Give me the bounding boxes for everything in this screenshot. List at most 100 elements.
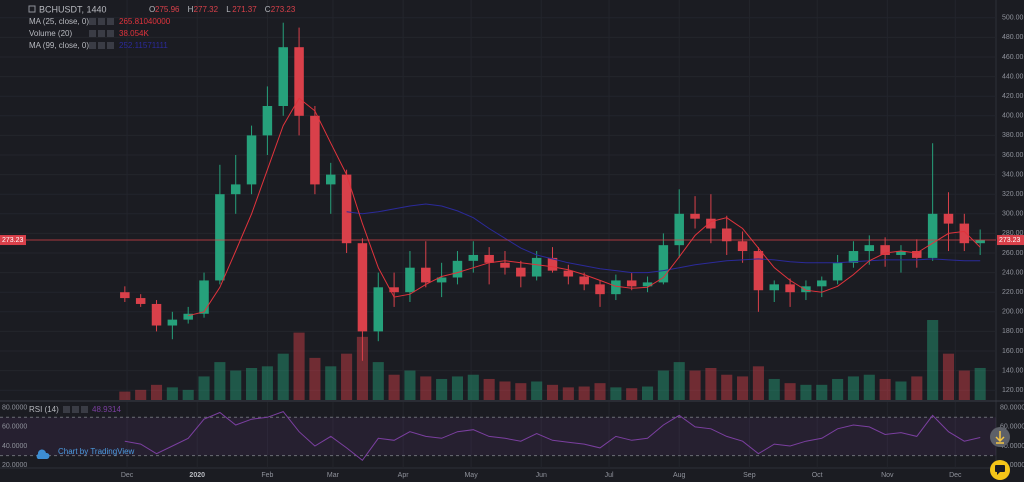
y-tick-label: 120.00 bbox=[1002, 387, 1024, 394]
candle-body bbox=[389, 287, 399, 293]
volume-bar bbox=[341, 353, 353, 400]
volume-bar bbox=[657, 370, 669, 400]
indicator-value: 265.81040000 bbox=[119, 17, 171, 26]
candle-body bbox=[341, 174, 352, 244]
rsi-value: 48.9314 bbox=[92, 405, 121, 414]
volume-bar bbox=[404, 370, 416, 400]
candle-body bbox=[167, 319, 178, 326]
volume-bar bbox=[388, 374, 400, 400]
indicator-button[interactable] bbox=[89, 42, 96, 49]
volume-bar bbox=[641, 386, 654, 400]
ohlc-label: O bbox=[149, 5, 155, 14]
rsi-line bbox=[124, 411, 981, 462]
volume-bar bbox=[673, 362, 685, 400]
volume-bar bbox=[768, 378, 780, 400]
volume-bar bbox=[309, 357, 321, 400]
candle-body bbox=[262, 106, 273, 136]
volume-bar bbox=[942, 353, 955, 400]
volume-bar bbox=[293, 332, 305, 400]
tv-logo[interactable]: Chart by TradingView bbox=[36, 447, 135, 459]
volume-bar bbox=[483, 378, 495, 400]
volume-bar bbox=[198, 376, 210, 400]
indicator-button[interactable] bbox=[98, 30, 105, 37]
volume-bar bbox=[974, 367, 986, 400]
rsi-tick-label: 80.0000 bbox=[1000, 405, 1024, 412]
indicator-button[interactable] bbox=[89, 30, 96, 37]
collapse-icon[interactable] bbox=[28, 5, 36, 13]
y-tick-label: 300.00 bbox=[1002, 211, 1024, 218]
candle-body bbox=[595, 284, 605, 295]
y-tick-label: 360.00 bbox=[1002, 152, 1024, 159]
indicator-button[interactable] bbox=[107, 30, 114, 37]
scroll-icon bbox=[995, 431, 1005, 444]
indicator-button[interactable] bbox=[98, 18, 105, 25]
candle-body bbox=[642, 282, 653, 287]
volume-bar bbox=[626, 388, 638, 400]
candle-body bbox=[436, 277, 447, 283]
volume-bar bbox=[879, 378, 891, 400]
y-tick-label: 240.00 bbox=[1002, 269, 1024, 276]
indicator-button[interactable] bbox=[107, 18, 114, 25]
y-tick-label: 340.00 bbox=[1002, 171, 1024, 178]
volume-bar bbox=[578, 386, 590, 400]
rsi-tick-label-left: 60.0000 bbox=[2, 424, 27, 431]
candle-body bbox=[737, 241, 748, 252]
volume-bar bbox=[451, 376, 464, 400]
volume-bar bbox=[467, 374, 479, 400]
indicator-button[interactable] bbox=[81, 406, 88, 413]
indicator-button[interactable] bbox=[89, 18, 96, 25]
y-tick-label: 160.00 bbox=[1002, 348, 1024, 355]
candle-body bbox=[626, 280, 637, 287]
volume-bar bbox=[752, 366, 764, 400]
volume-bar bbox=[325, 366, 337, 400]
volume-bar bbox=[689, 370, 701, 400]
ohlc-value: 275.96 bbox=[155, 5, 180, 14]
branding[interactable]: Chart by TradingView bbox=[58, 447, 135, 456]
y-tick-label: 480.00 bbox=[1002, 34, 1024, 41]
candle-body bbox=[864, 245, 875, 252]
rsi-tick-label-left: 40.0000 bbox=[2, 443, 27, 450]
volume-bar bbox=[135, 389, 147, 400]
indicator-name: MA (99, close, 0) bbox=[29, 41, 89, 50]
volume-bar bbox=[562, 387, 574, 400]
indicator-button[interactable] bbox=[98, 42, 105, 49]
y-tick-label: 220.00 bbox=[1002, 289, 1024, 296]
candle-body bbox=[294, 47, 304, 116]
candle-body bbox=[151, 303, 162, 326]
volume-bar bbox=[546, 384, 559, 400]
candle-body bbox=[943, 213, 954, 224]
candle-body bbox=[500, 262, 510, 268]
rsi-title: RSI (14) bbox=[29, 405, 59, 414]
chat-button[interactable] bbox=[990, 460, 1010, 480]
last-price-label: 273.23 bbox=[2, 237, 24, 244]
ohlc-value: 273.23 bbox=[271, 5, 296, 14]
ohlc-label: H bbox=[188, 5, 194, 14]
indicator-button[interactable] bbox=[63, 406, 70, 413]
candle-body bbox=[706, 218, 716, 229]
candle-body bbox=[325, 174, 336, 185]
candle-body bbox=[690, 213, 700, 219]
y-tick-label: 260.00 bbox=[1002, 250, 1024, 257]
candle-body bbox=[357, 243, 368, 332]
candle-body bbox=[310, 115, 320, 185]
candle-body bbox=[769, 284, 780, 291]
candle-body bbox=[120, 292, 130, 299]
rsi-tick-label: 40.0000 bbox=[1000, 443, 1024, 450]
y-tick-label: 320.00 bbox=[1002, 191, 1024, 198]
volume-bar bbox=[436, 378, 448, 400]
indicator-button[interactable] bbox=[72, 406, 79, 413]
candle-body bbox=[579, 276, 589, 285]
x-tick-label: Jun bbox=[536, 472, 547, 479]
x-tick-label: Mar bbox=[327, 472, 340, 479]
candle-body bbox=[832, 262, 843, 281]
symbol-title: BCHUSDT, 1440 bbox=[39, 4, 107, 14]
volume-bar bbox=[531, 381, 543, 400]
indicator-button[interactable] bbox=[107, 42, 114, 49]
volume-bar bbox=[356, 336, 368, 400]
x-tick-label: Oct bbox=[812, 472, 823, 479]
y-tick-label: 280.00 bbox=[1002, 230, 1024, 237]
ma25-line bbox=[188, 97, 981, 317]
scroll-button[interactable] bbox=[990, 427, 1010, 447]
chat-icon-tail bbox=[997, 472, 1000, 475]
